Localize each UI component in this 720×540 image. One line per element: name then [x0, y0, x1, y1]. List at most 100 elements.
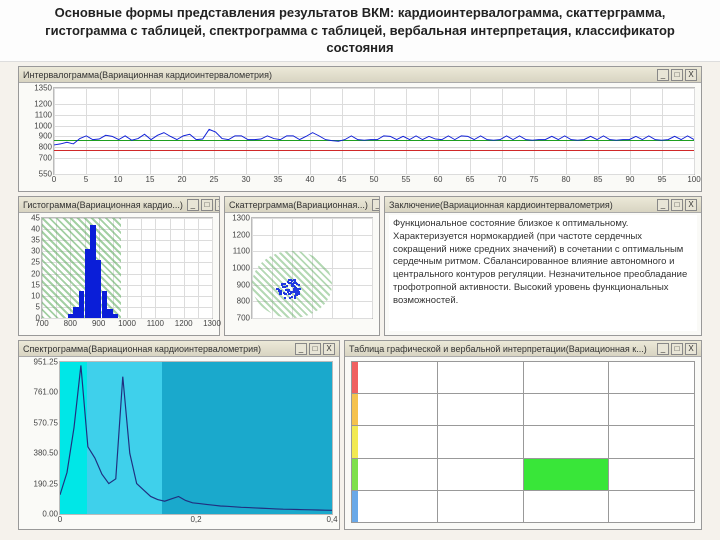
axis-tick: 35	[274, 174, 283, 184]
maximize-icon[interactable]: □	[671, 343, 683, 355]
scatter-point	[279, 293, 281, 295]
axis-tick: 190.25	[34, 479, 60, 488]
axis-tick: 1200	[232, 230, 252, 239]
axis-tick: 15	[146, 174, 155, 184]
axis-tick: 100	[687, 174, 700, 184]
window-controls: _ □ X	[187, 199, 219, 211]
scatter-point	[294, 297, 296, 299]
interp-cell	[524, 394, 609, 425]
axis-tick: 40	[306, 174, 315, 184]
axis-tick: 800	[64, 318, 77, 328]
titlebar-spectrogram: Спектрограмма(Вариационная кардиоинтерва…	[19, 341, 339, 357]
panel-histogram: Гистограмма(Вариационная кардио...) _ □ …	[18, 196, 220, 336]
minimize-icon[interactable]: _	[657, 343, 669, 355]
panel-scatter: Скаттерграмма(Вариационная...) _ □ X 700…	[224, 196, 380, 336]
axis-tick: 90	[626, 174, 635, 184]
interp-cell	[438, 459, 523, 490]
interp-cell	[524, 459, 609, 490]
interp-cell	[524, 491, 609, 522]
axis-tick: 380.50	[34, 449, 60, 458]
axis-tick: 1000	[34, 121, 54, 130]
scatter-point	[276, 288, 278, 290]
interp-cell	[352, 426, 437, 457]
interp-cell	[352, 459, 437, 490]
axis-tick: 70	[498, 174, 507, 184]
axis-tick: 1100	[233, 247, 252, 256]
axis-tick: 1000	[118, 318, 136, 328]
scatter-point	[291, 296, 293, 298]
axis-tick: 15	[31, 280, 42, 289]
scatter-point	[287, 281, 289, 283]
interpretation-grid	[351, 361, 695, 523]
minimize-icon[interactable]: _	[187, 199, 199, 211]
window-controls: _ □ X	[657, 343, 697, 355]
axis-tick: 45	[31, 214, 42, 223]
axis-tick: 1200	[34, 100, 54, 109]
axis-tick: 35	[31, 236, 42, 245]
axis-tick: 0,4	[326, 514, 337, 524]
scatter-point	[288, 290, 290, 292]
close-icon[interactable]: X	[685, 199, 697, 211]
scatter-point	[290, 282, 292, 284]
page-title: Основные формы представления результатов…	[0, 0, 720, 62]
scatter-point	[294, 281, 296, 283]
minimize-icon[interactable]: _	[372, 199, 379, 211]
minimize-icon[interactable]: _	[657, 199, 669, 211]
axis-tick: 761.00	[34, 388, 60, 397]
axis-tick: 1300	[203, 318, 221, 328]
minimize-icon[interactable]: _	[295, 343, 307, 355]
axis-tick: 1100	[35, 110, 54, 119]
axis-tick: 800	[237, 297, 252, 306]
axis-tick: 900	[237, 280, 252, 289]
maximize-icon[interactable]: □	[671, 199, 683, 211]
conclusion-text: Функциональное состояние близкое к оптим…	[389, 215, 697, 331]
maximize-icon[interactable]: □	[309, 343, 321, 355]
scatter-point	[284, 297, 286, 299]
title-conclusion: Заключение(Вариационная кардиоинтервалом…	[389, 200, 613, 210]
interp-cell	[524, 362, 609, 393]
interp-cell	[438, 394, 523, 425]
axis-tick: 1300	[232, 214, 252, 223]
axis-tick: 700	[39, 153, 54, 162]
close-icon[interactable]: X	[323, 343, 335, 355]
window-controls: _ □ X	[657, 69, 697, 81]
axis-tick: 700	[237, 314, 252, 323]
axis-tick: 30	[242, 174, 251, 184]
close-icon[interactable]: X	[685, 69, 697, 81]
axis-tick: 1100	[147, 318, 164, 328]
scatter-point	[296, 292, 298, 294]
title-intervalogram: Интервалограмма(Вариационная кардиоинтер…	[23, 70, 272, 80]
axis-tick: 900	[92, 318, 105, 328]
title-interp: Таблица графической и вербальной интерпр…	[349, 344, 647, 354]
panel-conclusion: Заключение(Вариационная кардиоинтервалом…	[384, 196, 702, 336]
interp-cell	[438, 426, 523, 457]
panel-interpretation-table: Таблица графической и вербальной интерпр…	[344, 340, 702, 530]
plot-spectrogram: 0.00190.25380.50570.75761.00951.2500,20,…	[59, 361, 333, 515]
close-icon[interactable]: X	[215, 199, 219, 211]
panel-intervalogram: Интервалограмма(Вариационная кардиоинтер…	[18, 66, 702, 192]
axis-tick: 700	[35, 318, 48, 328]
window-controls: _ □ X	[657, 199, 697, 211]
page-title-text: Основные формы представления результатов…	[45, 5, 675, 55]
axis-tick: 1200	[175, 318, 193, 328]
interp-cell	[352, 491, 437, 522]
axis-tick: 80	[562, 174, 571, 184]
maximize-icon[interactable]: □	[671, 69, 683, 81]
panel-spectrogram: Спектрограмма(Вариационная кардиоинтерва…	[18, 340, 340, 530]
axis-tick: 60	[434, 174, 443, 184]
title-scatter: Скаттерграмма(Вариационная...)	[229, 200, 368, 210]
interp-cell	[438, 491, 523, 522]
maximize-icon[interactable]: □	[201, 199, 213, 211]
axis-tick: 50	[370, 174, 379, 184]
close-icon[interactable]: X	[685, 343, 697, 355]
scatter-point	[283, 283, 285, 285]
axis-tick: 5	[84, 174, 88, 184]
axis-tick: 85	[594, 174, 603, 184]
interp-cell	[524, 426, 609, 457]
scatter-point	[289, 297, 291, 299]
axis-tick: 95	[658, 174, 667, 184]
axis-tick: 0	[52, 174, 56, 184]
minimize-icon[interactable]: _	[657, 69, 669, 81]
scatter-point	[290, 292, 292, 294]
interp-cell	[609, 459, 694, 490]
